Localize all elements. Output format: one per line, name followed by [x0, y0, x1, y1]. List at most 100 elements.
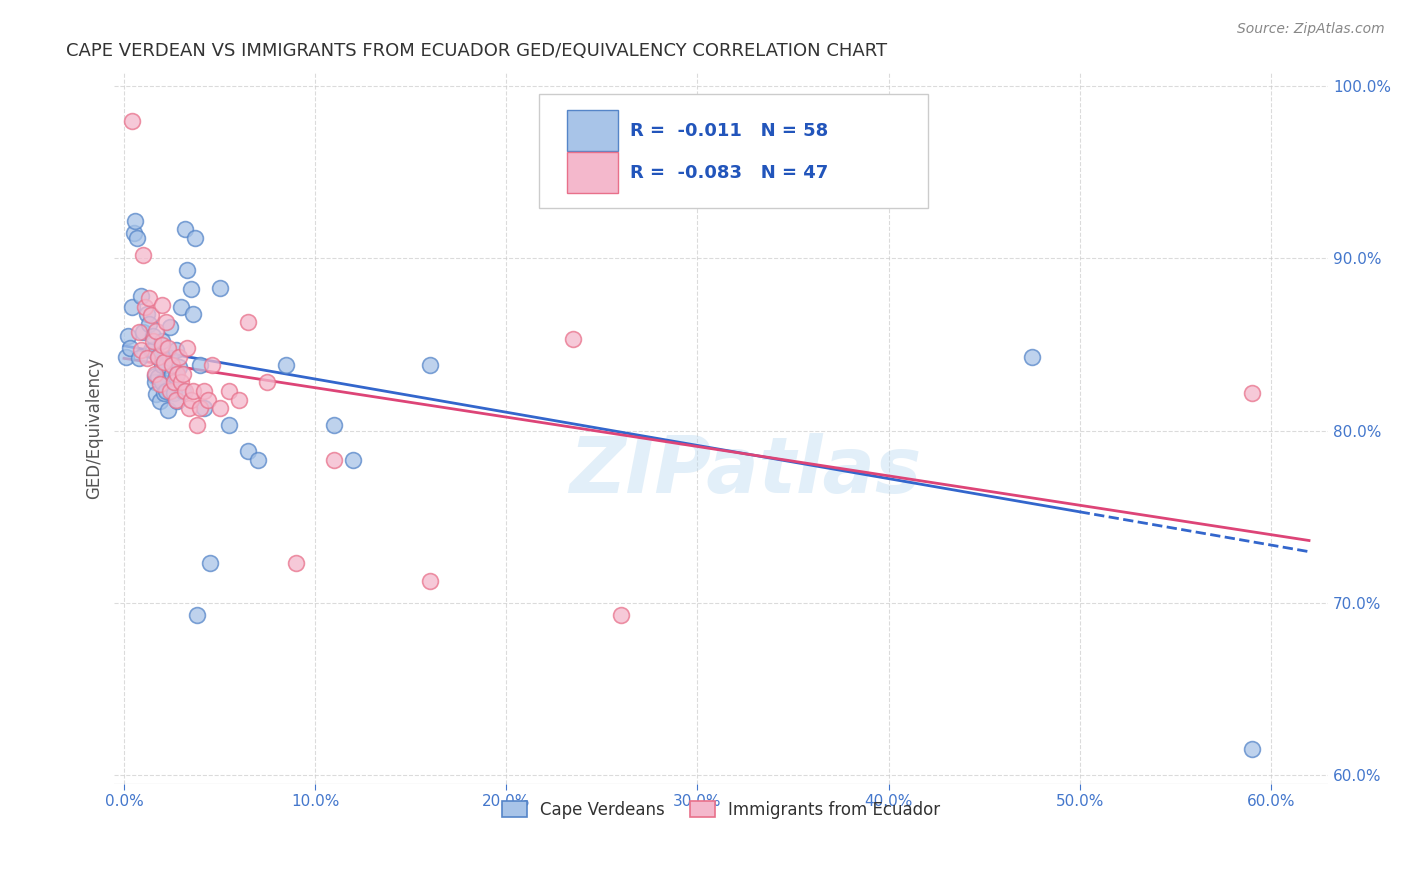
Point — [419, 574, 441, 588]
Point — [323, 418, 346, 433]
Point — [193, 384, 215, 398]
Point — [1240, 742, 1263, 756]
Point — [163, 376, 186, 390]
Point — [238, 444, 260, 458]
Point — [180, 282, 202, 296]
Point — [149, 377, 172, 392]
Point — [150, 337, 173, 351]
FancyBboxPatch shape — [567, 111, 619, 151]
Point — [155, 315, 177, 329]
Point — [121, 113, 143, 128]
Point — [610, 607, 633, 622]
Point — [160, 367, 183, 381]
Text: R =  -0.083   N = 47: R = -0.083 N = 47 — [630, 163, 828, 182]
Point — [135, 351, 157, 366]
Point — [186, 607, 208, 622]
Point — [121, 300, 143, 314]
Point — [218, 418, 240, 433]
Point — [132, 326, 155, 340]
Y-axis label: GED/Equivalency: GED/Equivalency — [86, 357, 103, 500]
Point — [228, 392, 250, 407]
Point — [208, 401, 231, 416]
Point — [180, 392, 202, 407]
Point — [183, 231, 205, 245]
Point — [143, 368, 166, 383]
Point — [198, 556, 221, 570]
Point — [170, 300, 193, 314]
Point — [169, 350, 191, 364]
Point — [166, 394, 188, 409]
Point — [165, 343, 187, 357]
Point — [169, 359, 191, 374]
Point — [166, 367, 188, 381]
Point — [153, 355, 176, 369]
Legend: Cape Verdeans, Immigrants from Ecuador: Cape Verdeans, Immigrants from Ecuador — [495, 794, 948, 825]
Point — [148, 350, 170, 364]
Point — [118, 341, 141, 355]
Point — [238, 315, 260, 329]
Point — [155, 358, 177, 372]
Point — [172, 384, 194, 398]
FancyBboxPatch shape — [567, 153, 619, 193]
Text: ZIPatlas: ZIPatlas — [569, 433, 922, 508]
Point — [159, 384, 181, 398]
Point — [129, 289, 152, 303]
Point — [197, 392, 219, 407]
Point — [156, 403, 179, 417]
Point — [156, 341, 179, 355]
Point — [172, 367, 194, 381]
Text: R =  -0.011   N = 58: R = -0.011 N = 58 — [630, 121, 828, 140]
Point — [181, 384, 204, 398]
Point — [142, 343, 165, 357]
Point — [150, 358, 173, 372]
Point — [276, 358, 298, 372]
Point — [246, 453, 269, 467]
Point — [117, 329, 139, 343]
Point — [142, 334, 165, 348]
Point — [124, 213, 146, 227]
Point — [208, 281, 231, 295]
Point — [142, 329, 165, 343]
Point — [143, 376, 166, 390]
Point — [128, 351, 150, 366]
Point — [193, 401, 215, 416]
Point — [148, 350, 170, 364]
Point — [128, 326, 150, 340]
Point — [155, 384, 177, 398]
Text: Source: ZipAtlas.com: Source: ZipAtlas.com — [1237, 22, 1385, 37]
Point — [174, 384, 197, 398]
Point — [138, 291, 160, 305]
Point — [139, 343, 162, 357]
Point — [122, 226, 145, 240]
Point — [150, 334, 173, 348]
Point — [148, 370, 170, 384]
Point — [139, 308, 162, 322]
Point — [165, 368, 187, 383]
Point — [153, 385, 176, 400]
Point — [285, 556, 308, 570]
Point — [149, 394, 172, 409]
Point — [145, 387, 167, 401]
Point — [138, 317, 160, 331]
Point — [160, 358, 183, 372]
Point — [174, 222, 197, 236]
Point — [145, 324, 167, 338]
Point — [150, 376, 173, 390]
Point — [1240, 385, 1263, 400]
Point — [135, 307, 157, 321]
Text: CAPE VERDEAN VS IMMIGRANTS FROM ECUADOR GED/EQUIVALENCY CORRELATION CHART: CAPE VERDEAN VS IMMIGRANTS FROM ECUADOR … — [66, 42, 887, 60]
Point — [218, 384, 240, 398]
Point — [1021, 350, 1043, 364]
Point — [323, 453, 346, 467]
Point — [159, 320, 181, 334]
Point — [150, 298, 173, 312]
Point — [163, 385, 186, 400]
Point — [201, 358, 224, 372]
Point — [129, 343, 152, 357]
Point — [134, 300, 156, 314]
Point — [159, 351, 181, 366]
Point — [176, 263, 198, 277]
Point — [176, 341, 198, 355]
Point — [562, 332, 585, 346]
Point — [190, 358, 212, 372]
